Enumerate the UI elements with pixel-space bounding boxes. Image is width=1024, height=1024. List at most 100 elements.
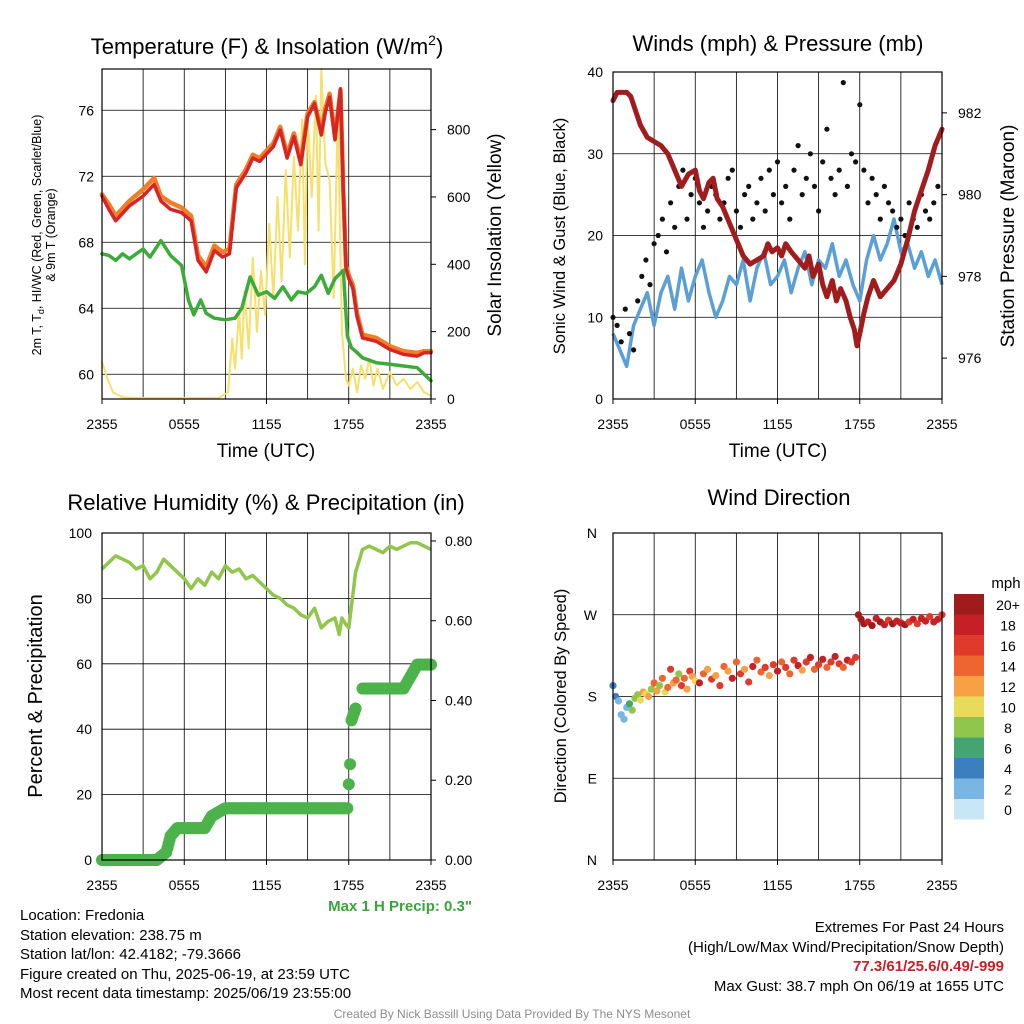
- speed-legend: [954, 594, 984, 820]
- gust-point: [914, 224, 920, 230]
- gust-point: [680, 167, 686, 173]
- gust-point: [799, 192, 805, 198]
- gust-point: [635, 298, 641, 304]
- gust-point: [869, 175, 875, 181]
- direction-point: [802, 658, 810, 666]
- humidity-ytick-label: 60: [76, 656, 92, 672]
- temperature-ytick-label: 68: [78, 234, 94, 250]
- gust-point: [857, 102, 863, 108]
- temperature-ytick-label: 72: [78, 168, 94, 184]
- gust-point: [927, 216, 933, 222]
- precip-point: [344, 758, 357, 771]
- humidity-xtick-label: 1155: [251, 877, 281, 893]
- direction-point: [823, 663, 831, 672]
- direction-ytick-label: W: [584, 607, 598, 623]
- winds-y2tick-label: 982: [958, 105, 982, 121]
- gust-point: [737, 224, 744, 230]
- direction-point: [672, 676, 680, 684]
- direction-point: [786, 670, 794, 678]
- gust-point: [766, 167, 772, 173]
- gust-point: [840, 80, 846, 86]
- direction-point: [683, 685, 691, 693]
- gust-point: [820, 159, 826, 165]
- direction-point: [839, 663, 847, 672]
- gust-point: [614, 322, 620, 328]
- gust-point: [700, 224, 707, 230]
- direction-point: [724, 667, 732, 675]
- direction-point: [761, 663, 769, 672]
- humidity-y2tick-label: 0.00: [445, 852, 472, 868]
- speed-legend-label: 12: [1000, 679, 1016, 695]
- gust-point: [881, 183, 888, 189]
- direction-point: [773, 667, 782, 675]
- temperature-y2label: Solar Insolation (Yellow): [485, 133, 506, 336]
- temperature-ytick-label: 64: [78, 300, 94, 316]
- gust-point: [717, 216, 723, 222]
- humidity-xtick-label: 1755: [333, 877, 364, 893]
- humidity-ytick-label: 80: [76, 590, 92, 606]
- figure-created: Figure created on Thu, 2025-06-19, at 23…: [20, 965, 350, 983]
- humidity-plot: [96, 532, 437, 866]
- gust-point: [631, 347, 637, 353]
- winds-xlabel: Time (UTC): [729, 441, 828, 462]
- gust-point: [816, 208, 822, 214]
- gust-point: [807, 151, 814, 157]
- gust-point: [803, 175, 809, 181]
- gust-point: [696, 200, 703, 206]
- gust-point: [688, 192, 694, 198]
- temperature-ylabel-line1: 2m T, Td, HI/WC (Red, Green, Scarlet/Blu…: [30, 115, 46, 356]
- direction-point: [806, 653, 815, 662]
- direction-point: [716, 682, 724, 690]
- direction-point: [778, 658, 786, 666]
- gust-point: [791, 167, 797, 173]
- direction-ylabel: Direction (Colored By Speed): [552, 589, 570, 804]
- gust-point: [783, 183, 789, 189]
- direction-legend-title: mph: [991, 575, 1020, 592]
- humidity-y2tick-label: 0.40: [445, 692, 472, 708]
- temperature-ytick-label: 76: [78, 102, 94, 118]
- direction-xtick-label: 1155: [762, 877, 792, 893]
- direction-xtick-label: 2355: [597, 877, 628, 893]
- direction-point: [741, 665, 749, 673]
- gust-point: [622, 306, 628, 312]
- speed-legend-swatch: [954, 717, 984, 738]
- gust-point: [828, 175, 834, 181]
- temperature-xtick-label: 1155: [251, 416, 281, 432]
- extremes-subtitle: (High/Low/Max Wind/Precipitation/Snow De…: [688, 938, 1004, 956]
- temperature-xtick-label: 2355: [415, 416, 446, 432]
- direction-point: [757, 668, 765, 676]
- gust-point: [725, 175, 731, 181]
- gust-point: [832, 192, 838, 198]
- direction-point: [847, 658, 856, 666]
- gust-point: [742, 192, 748, 198]
- direction-point: [790, 656, 798, 664]
- humidity-ytick-label: 100: [69, 525, 93, 541]
- humidity-frame: [101, 532, 432, 861]
- direction-ytick-label: N: [587, 525, 597, 541]
- gust-point: [935, 183, 941, 189]
- gust-point: [873, 192, 879, 198]
- speed-legend-label: 16: [1000, 638, 1016, 654]
- gust-point: [618, 339, 624, 345]
- speed-legend-swatch: [954, 655, 984, 676]
- direction-point: [653, 687, 661, 695]
- gust-point: [890, 208, 896, 214]
- gust-point: [705, 208, 711, 214]
- humidity-xtick-label: 2355: [86, 877, 117, 893]
- pressure-series: [610, 89, 945, 349]
- humidity-ylabel: Percent & Precipitation: [25, 594, 47, 797]
- direction-point: [827, 658, 835, 666]
- gust-point: [922, 208, 929, 214]
- gust-point: [779, 200, 785, 206]
- direction-xtick-label: 0555: [680, 877, 711, 893]
- temperature-title: Temperature (F) & Insolation (W/m2): [91, 32, 444, 59]
- gust-point: [762, 208, 768, 214]
- humidity-y2tick-label: 0.80: [445, 533, 472, 549]
- gust-point: [750, 216, 756, 222]
- direction-xtick-label: 2355: [926, 877, 957, 893]
- winds-ytick-label: 30: [587, 146, 603, 162]
- speed-legend-label: 6: [1004, 741, 1012, 757]
- winds-y2tick-label: 976: [958, 350, 982, 366]
- direction-point: [749, 662, 757, 671]
